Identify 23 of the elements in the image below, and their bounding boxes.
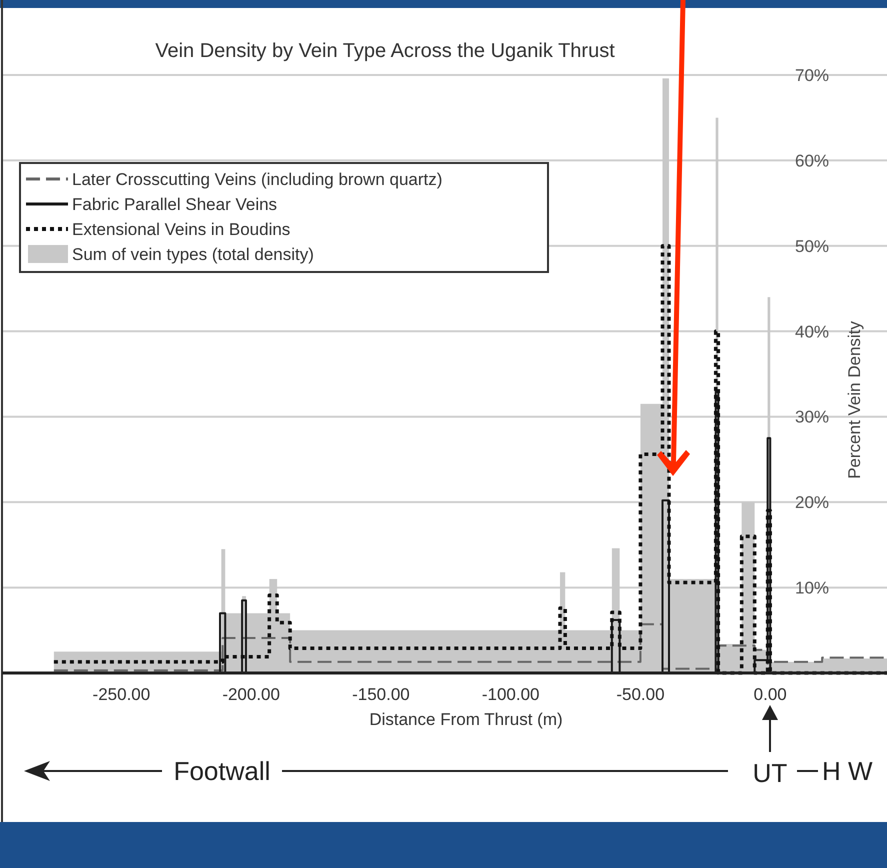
y-tick-label: 60% (794, 151, 830, 170)
x-tick-label: -100.00 (482, 685, 540, 704)
x-tick-label: 0.00 (754, 685, 787, 704)
x-tick-label: -50.00 (616, 685, 665, 704)
x-tick-label: -150.00 (352, 685, 410, 704)
y-tick-label: 50% (794, 236, 830, 256)
y-tick-label: 30% (794, 408, 830, 427)
text: UT (752, 758, 788, 788)
legend-label: Sum of vein types (total density) (72, 245, 314, 264)
y-tick-label: 10% (794, 578, 830, 598)
x-tick-label: -250.00 (92, 685, 150, 704)
legend-label: Later Crosscutting Veins (including brown quartz) (72, 170, 442, 189)
y-tick-label: 20% (794, 493, 830, 512)
x-tick-label: -200.00 (222, 685, 280, 704)
chart-title: Vein Density by Vein Type Across the Uganik Thrust (155, 40, 616, 62)
legend-label: Extensional Veins in Boudins (72, 220, 290, 239)
y-tick-label: 70% (794, 66, 830, 85)
text: Footwall (174, 756, 270, 786)
x-axis-title: Distance From Thrust (m) (369, 710, 563, 729)
text: H W (822, 756, 873, 786)
legend-label: Fabric Parallel Shear Veins (72, 195, 278, 214)
y-axis-title: Percent Vein Density (845, 320, 864, 479)
y-tick-label: 40% (794, 322, 830, 342)
